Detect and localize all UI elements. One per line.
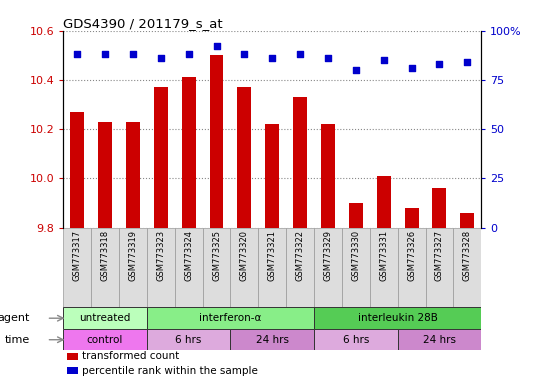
Text: GSM773325: GSM773325 [212,230,221,281]
Bar [70,112,84,227]
Point [323,55,332,61]
Bar [91,227,119,308]
Bar [286,227,314,308]
Text: interleukin 28B: interleukin 28B [358,313,438,323]
Bar [147,227,175,308]
Text: untreated: untreated [79,313,131,323]
Bar [63,227,91,308]
Point [268,55,277,61]
Bar [398,329,481,351]
Bar [265,124,279,227]
Point [435,61,444,67]
Text: agent: agent [0,313,30,323]
Bar [342,227,370,308]
Text: 6 hrs: 6 hrs [175,335,202,345]
Bar [147,308,314,329]
Text: GSM773323: GSM773323 [156,230,166,281]
Bar [175,227,202,308]
Text: GSM773319: GSM773319 [128,230,138,281]
Text: time: time [4,335,30,345]
Text: GSM773327: GSM773327 [435,230,444,281]
Text: GSM773328: GSM773328 [463,230,472,281]
Bar [182,78,196,227]
Bar [453,227,481,308]
Bar [370,227,398,308]
Bar [432,188,447,227]
Bar [119,227,147,308]
Text: GDS4390 / 201179_s_at: GDS4390 / 201179_s_at [63,17,223,30]
Text: transformed count: transformed count [82,351,179,361]
Bar [314,329,398,351]
Bar [398,227,426,308]
Point [212,43,221,50]
Bar [68,367,78,374]
Bar [314,227,342,308]
Point [184,51,193,57]
Text: interferon-α: interferon-α [199,313,262,323]
Bar [258,227,286,308]
Bar [210,55,223,227]
Text: 24 hrs: 24 hrs [256,335,289,345]
Point [351,67,360,73]
Text: percentile rank within the sample: percentile rank within the sample [82,366,258,376]
Bar [202,227,230,308]
Bar [230,227,258,308]
Text: GSM773329: GSM773329 [323,230,333,281]
Text: control: control [87,335,123,345]
Bar [63,308,147,329]
Text: GSM773330: GSM773330 [351,230,360,281]
Text: GSM773331: GSM773331 [379,230,388,281]
Text: 6 hrs: 6 hrs [343,335,369,345]
Bar [321,124,335,227]
Bar [377,176,390,227]
Point [379,57,388,63]
Bar [154,87,168,227]
Bar [293,97,307,227]
Text: 24 hrs: 24 hrs [423,335,456,345]
Point [463,59,472,65]
Text: GSM773322: GSM773322 [295,230,305,281]
Bar [68,353,78,359]
Text: GSM773326: GSM773326 [407,230,416,281]
Bar [230,329,314,351]
Text: GSM773321: GSM773321 [268,230,277,281]
Text: GSM773318: GSM773318 [101,230,109,281]
Point [156,55,165,61]
Bar [147,329,230,351]
Point [73,51,81,57]
Bar [349,203,363,227]
Point [240,51,249,57]
Point [407,65,416,71]
Bar [98,122,112,227]
Bar [63,329,147,351]
Point [101,51,109,57]
Point [129,51,138,57]
Text: GSM773320: GSM773320 [240,230,249,281]
Text: GSM773317: GSM773317 [73,230,82,281]
Text: GSM773324: GSM773324 [184,230,193,281]
Bar [460,213,474,227]
Bar [238,87,251,227]
Bar [314,308,481,329]
Bar [126,122,140,227]
Point [296,51,305,57]
Bar [426,227,453,308]
Bar [405,208,419,227]
